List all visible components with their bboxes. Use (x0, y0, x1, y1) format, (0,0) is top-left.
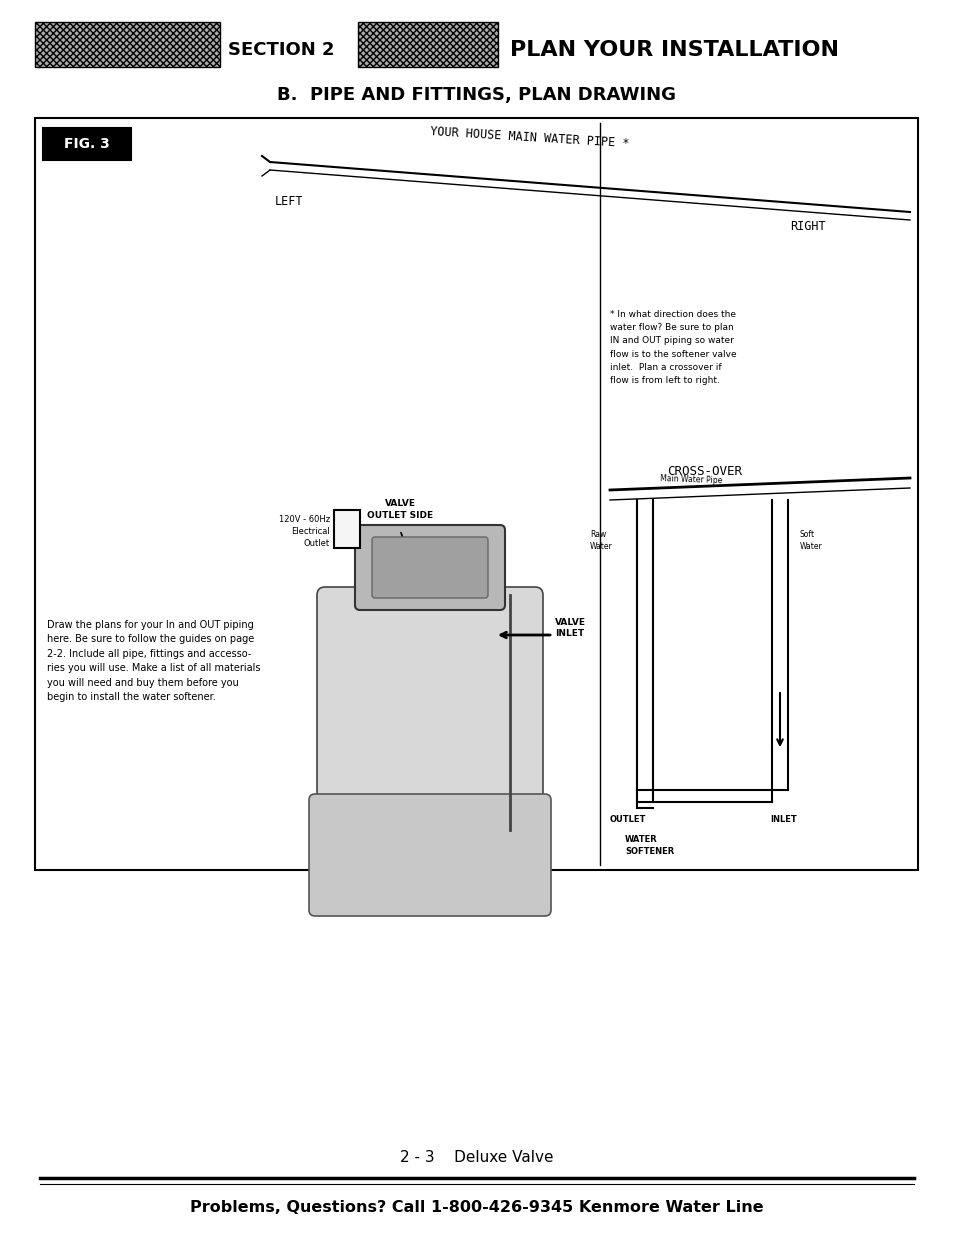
Text: RIGHT: RIGHT (789, 219, 824, 233)
Text: PLAN YOUR INSTALLATION: PLAN YOUR INSTALLATION (510, 40, 838, 60)
Text: YOUR HOUSE MAIN WATER PIPE *: YOUR HOUSE MAIN WATER PIPE * (430, 125, 629, 150)
FancyBboxPatch shape (316, 587, 542, 823)
Text: OUTLET: OUTLET (609, 815, 646, 825)
Text: Raw
Water: Raw Water (589, 529, 612, 551)
Text: WATER
SOFTENER: WATER SOFTENER (624, 835, 674, 856)
Bar (35, 118, 917, 870)
Text: FIG. 3: FIG. 3 (64, 136, 110, 151)
Text: CROSS-OVER: CROSS-OVER (667, 465, 741, 477)
FancyBboxPatch shape (355, 525, 504, 610)
Bar (334, 510, 359, 548)
Text: B.  PIPE AND FITTINGS, PLAN DRAWING: B. PIPE AND FITTINGS, PLAN DRAWING (277, 86, 676, 104)
Text: * In what direction does the
water flow? Be sure to plan
IN and OUT piping so wa: * In what direction does the water flow?… (609, 310, 736, 384)
Text: LEFT: LEFT (274, 195, 303, 208)
Bar (357, 22, 497, 67)
Text: Main Water Pipe: Main Water Pipe (659, 474, 721, 485)
Text: SECTION 2: SECTION 2 (228, 41, 335, 60)
Text: Soft
Water: Soft Water (800, 529, 821, 551)
Text: INLET: INLET (769, 815, 796, 825)
FancyBboxPatch shape (372, 537, 488, 598)
FancyBboxPatch shape (309, 794, 551, 916)
Bar (35, 22, 220, 67)
Bar (43, 128, 131, 160)
Text: VALVE
INLET: VALVE INLET (555, 618, 585, 639)
Text: VALVE
OUTLET SIDE: VALVE OUTLET SIDE (367, 500, 433, 520)
Text: 120V - 60Hz
Electrical
Outlet: 120V - 60Hz Electrical Outlet (278, 515, 330, 548)
Text: 2 - 3    Deluxe Valve: 2 - 3 Deluxe Valve (400, 1149, 553, 1166)
Text: Problems, Questions? Call 1-800-426-9345 Kenmore Water Line: Problems, Questions? Call 1-800-426-9345… (190, 1200, 763, 1215)
Text: Draw the plans for your In and OUT piping
here. Be sure to follow the guides on : Draw the plans for your In and OUT pipin… (47, 620, 260, 702)
